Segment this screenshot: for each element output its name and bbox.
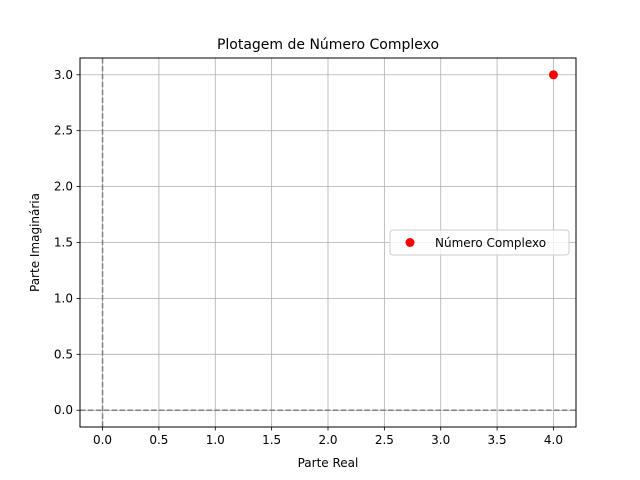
x-tick-label: 0.0 — [93, 433, 112, 447]
x-tick-label: 4.0 — [544, 433, 563, 447]
y-tick-label: 1.0 — [54, 291, 73, 305]
x-tick-label: 0.5 — [149, 433, 168, 447]
x-tick-label: 3.5 — [488, 433, 507, 447]
data-points — [548, 70, 558, 80]
x-tick-label: 2.0 — [318, 433, 337, 447]
legend-marker — [405, 238, 415, 247]
y-axis-label: Parte Imaginária — [28, 193, 42, 292]
x-axis: 0.0 0.5 1.0 1.5 2.0 2.5 3.0 3.5 4.0 — [93, 427, 563, 447]
y-tick-label: 3.0 — [54, 68, 73, 82]
legend-label: Número Complexo — [435, 236, 546, 250]
y-tick-label: 0.0 — [54, 403, 73, 417]
x-tick-label: 2.5 — [375, 433, 394, 447]
y-tick-label: 0.5 — [54, 347, 73, 361]
x-tick-label: 1.5 — [262, 433, 281, 447]
x-tick-label: 1.0 — [206, 433, 225, 447]
chart-title: Plotagem de Número Complexo — [217, 37, 439, 53]
y-axis: 0.0 0.5 1.0 1.5 2.0 2.5 3.0 — [54, 68, 80, 417]
y-tick-label: 2.0 — [54, 180, 73, 194]
legend: Número Complexo — [389, 229, 570, 256]
reference-lines — [80, 58, 576, 427]
legend-box — [389, 229, 570, 256]
y-tick-label: 1.5 — [54, 236, 73, 250]
y-tick-label: 2.5 — [54, 124, 73, 138]
x-tick-label: 3.0 — [431, 433, 450, 447]
x-axis-label: Parte Real — [298, 456, 359, 470]
scatter-point — [548, 70, 558, 80]
